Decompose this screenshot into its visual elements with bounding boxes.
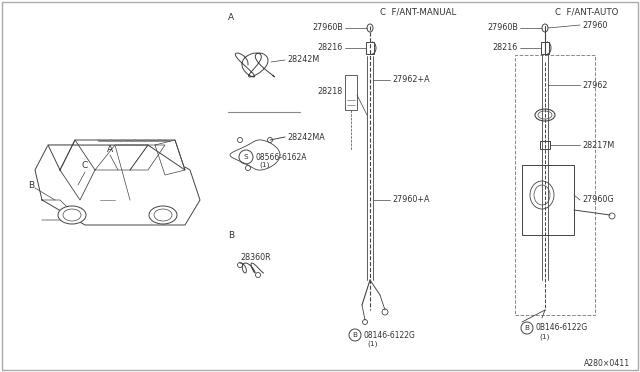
Text: 27960B: 27960B xyxy=(312,23,343,32)
Ellipse shape xyxy=(58,206,86,224)
Circle shape xyxy=(237,263,243,267)
Circle shape xyxy=(609,213,615,219)
Circle shape xyxy=(382,309,388,315)
Ellipse shape xyxy=(538,111,552,119)
Ellipse shape xyxy=(63,209,81,221)
Ellipse shape xyxy=(542,24,548,32)
Text: 28242M: 28242M xyxy=(287,55,319,64)
Ellipse shape xyxy=(530,181,554,209)
Text: 27960: 27960 xyxy=(582,20,607,29)
Text: C: C xyxy=(82,160,88,170)
Text: 0B146-6122G: 0B146-6122G xyxy=(535,324,588,333)
Bar xyxy=(345,75,357,110)
Text: (1): (1) xyxy=(539,334,550,340)
Bar xyxy=(541,42,549,54)
Text: C  F/ANT-MANUAL: C F/ANT-MANUAL xyxy=(380,7,456,16)
Text: 08146-6122G: 08146-6122G xyxy=(363,330,415,340)
Text: A: A xyxy=(228,13,234,22)
Circle shape xyxy=(246,166,250,170)
Text: B: B xyxy=(28,180,34,189)
Text: 27962: 27962 xyxy=(582,80,607,90)
Text: A280×0411: A280×0411 xyxy=(584,359,630,369)
Circle shape xyxy=(349,329,361,341)
Text: 28218: 28218 xyxy=(317,87,343,96)
Circle shape xyxy=(239,150,253,164)
Circle shape xyxy=(268,138,273,142)
Text: 27962+A: 27962+A xyxy=(392,76,429,84)
Ellipse shape xyxy=(367,24,373,32)
Text: 28242MA: 28242MA xyxy=(287,132,324,141)
Circle shape xyxy=(521,322,533,334)
Ellipse shape xyxy=(535,109,555,121)
Text: (1): (1) xyxy=(259,162,269,168)
Text: 28217M: 28217M xyxy=(582,141,614,150)
Text: 08566-6162A: 08566-6162A xyxy=(255,153,307,161)
Polygon shape xyxy=(48,140,185,170)
Text: 27960G: 27960G xyxy=(582,196,614,205)
Circle shape xyxy=(237,138,243,142)
Bar xyxy=(366,42,374,54)
Polygon shape xyxy=(35,145,200,225)
Text: A: A xyxy=(107,145,113,154)
Bar xyxy=(540,141,550,149)
Circle shape xyxy=(255,273,260,278)
Text: 28360R: 28360R xyxy=(240,253,271,263)
Text: 27960B: 27960B xyxy=(487,23,518,32)
Text: 28216: 28216 xyxy=(317,44,343,52)
Text: B: B xyxy=(228,231,234,240)
Bar xyxy=(522,165,574,235)
Ellipse shape xyxy=(149,206,177,224)
Text: B: B xyxy=(353,332,358,338)
Circle shape xyxy=(362,320,367,324)
Bar xyxy=(515,55,595,315)
Text: S: S xyxy=(244,154,248,160)
Ellipse shape xyxy=(154,209,172,221)
Text: 28216: 28216 xyxy=(493,44,518,52)
Text: B: B xyxy=(525,325,529,331)
Text: C  F/ANT-AUTO: C F/ANT-AUTO xyxy=(555,7,618,16)
Ellipse shape xyxy=(534,185,550,205)
Text: 27960+A: 27960+A xyxy=(392,196,429,205)
Text: (1): (1) xyxy=(367,341,378,347)
